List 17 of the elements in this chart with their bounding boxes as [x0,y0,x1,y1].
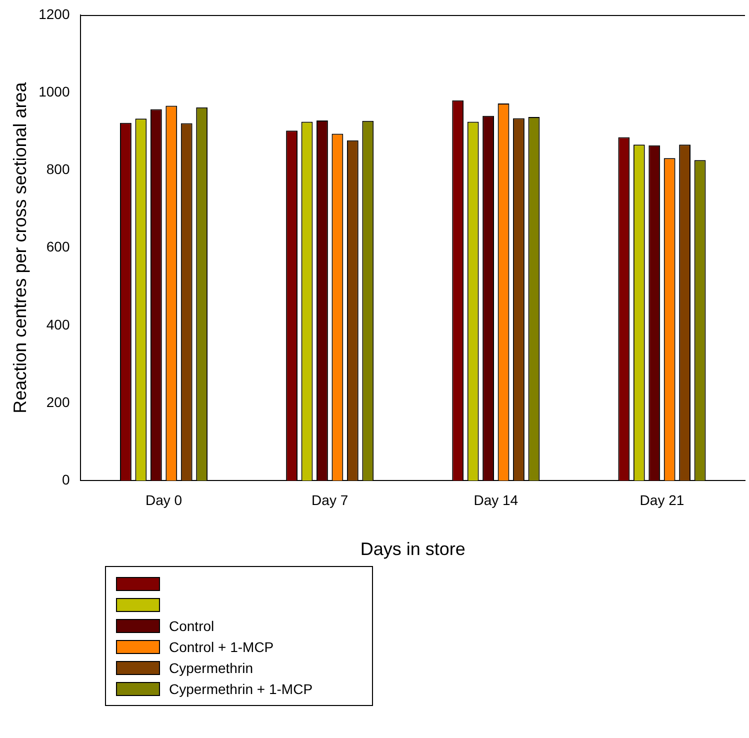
x-axis-title: Days in store [360,539,466,560]
legend-label: Cypermethrin [169,660,254,676]
y-tick-label: 400 [46,316,70,332]
legend-label: Cypermethrin + 1-MCP [169,680,313,696]
x-tick-label: Day 21 [640,492,684,508]
y-tick-label: 800 [46,161,70,178]
y-tick-label: 0 [62,471,70,488]
legend-label: Control [169,618,214,634]
y-axis-title: Reaction centres per cross sectional area [10,81,30,414]
y-tick-label: 600 [46,238,70,255]
x-tick-label: Day 0 [145,492,182,508]
x-tick-label: Day 7 [312,492,348,508]
legend-label: Control + 1-MCP [169,638,274,654]
y-tick-label: 200 [46,394,70,410]
y-tick-label: 1200 [38,6,70,22]
x-tick-label: Day 14 [474,492,518,508]
y-tick-label: 1000 [38,83,70,100]
